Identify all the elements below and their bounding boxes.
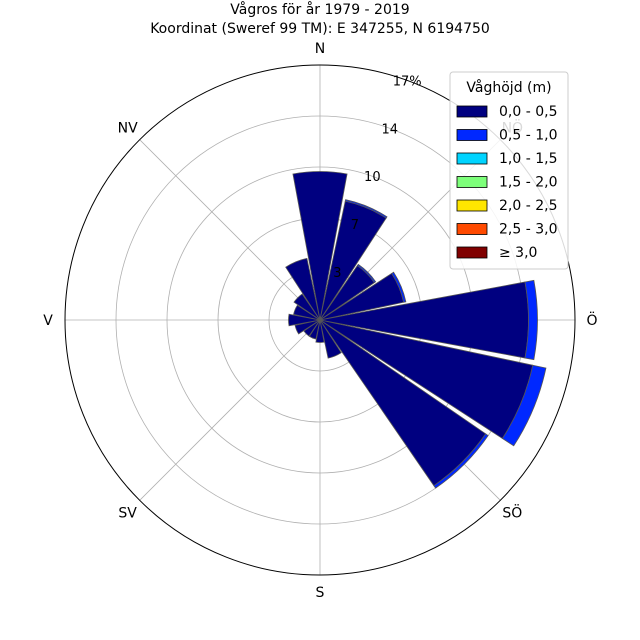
direction-label: S bbox=[316, 585, 325, 601]
legend: Våghöjd (m) 0,0 - 0,5 0,5 - 1,0 1,0 - 1,5 1… bbox=[449, 71, 569, 270]
direction-label: NV bbox=[118, 121, 138, 137]
ring-label: 17% bbox=[393, 74, 422, 89]
legend-label: 1,5 - 2,0 bbox=[499, 175, 557, 191]
rose-bar-segment bbox=[524, 279, 538, 361]
legend-swatch bbox=[456, 105, 488, 118]
legend-frame bbox=[449, 71, 569, 270]
rose-bar-segment bbox=[501, 364, 547, 447]
rose-bar-segment bbox=[288, 313, 321, 327]
rose-bar-segment bbox=[391, 271, 407, 303]
chart-subtitle: Koordinat (Sweref 99 TM): E 347255, N 61… bbox=[150, 21, 490, 37]
legend-label: 0,0 - 0,5 bbox=[499, 104, 557, 120]
rose-bar-segment bbox=[356, 263, 377, 284]
rose-bar-segment bbox=[319, 319, 342, 359]
rose-bar-segment bbox=[308, 319, 321, 340]
rose-bar-segment bbox=[344, 199, 388, 219]
direction-label: SÖ bbox=[502, 503, 522, 521]
legend-label: ≥ 3,0 bbox=[499, 245, 537, 261]
legend-label: 2,5 - 3,0 bbox=[499, 222, 557, 238]
chart-title: Vågros för år 1979 - 2019 bbox=[230, 1, 409, 18]
rose-bars bbox=[285, 171, 547, 489]
rose-bar-segment bbox=[315, 319, 325, 343]
ring-labels: 3 7 10 14 17% bbox=[333, 74, 421, 281]
legend-swatch bbox=[456, 199, 488, 212]
rose-bar-segment bbox=[293, 304, 321, 321]
ring-label: 10 bbox=[364, 170, 381, 185]
rose-bar-segment bbox=[285, 257, 321, 321]
legend-swatch bbox=[456, 223, 488, 235]
legend-swatch bbox=[456, 176, 488, 188]
rose-bar-segment bbox=[294, 319, 321, 335]
legend-label: 2,0 - 2,5 bbox=[499, 198, 557, 214]
ring-label: 7 bbox=[351, 218, 359, 233]
rose-bar-segment bbox=[292, 171, 348, 321]
grid-spoke bbox=[139, 139, 321, 321]
direction-label: V bbox=[43, 313, 53, 329]
rose-bar-segment bbox=[293, 293, 321, 321]
direction-label: N bbox=[315, 41, 325, 57]
rose-bar-segment bbox=[303, 319, 321, 337]
legend-title: Våghöjd (m) bbox=[466, 79, 551, 96]
legend-swatch bbox=[456, 246, 488, 259]
grid-spoke bbox=[139, 319, 321, 501]
legend-label: 1,0 - 1,5 bbox=[499, 151, 557, 167]
direction-label: Ö bbox=[586, 311, 597, 329]
outer-ring bbox=[64, 64, 576, 576]
legend-label: 0,5 - 1,0 bbox=[499, 128, 557, 144]
ring-label: 3 bbox=[333, 266, 341, 281]
rose-bar-segment bbox=[433, 433, 489, 489]
legend-swatch bbox=[456, 129, 488, 141]
ring-label: 14 bbox=[381, 122, 398, 137]
direction-label: SV bbox=[118, 505, 137, 521]
legend-swatch bbox=[456, 152, 488, 165]
legend-entries: 0,0 - 0,5 0,5 - 1,0 1,0 - 1,5 1,5 - 2,0 2,0 … bbox=[456, 104, 557, 261]
